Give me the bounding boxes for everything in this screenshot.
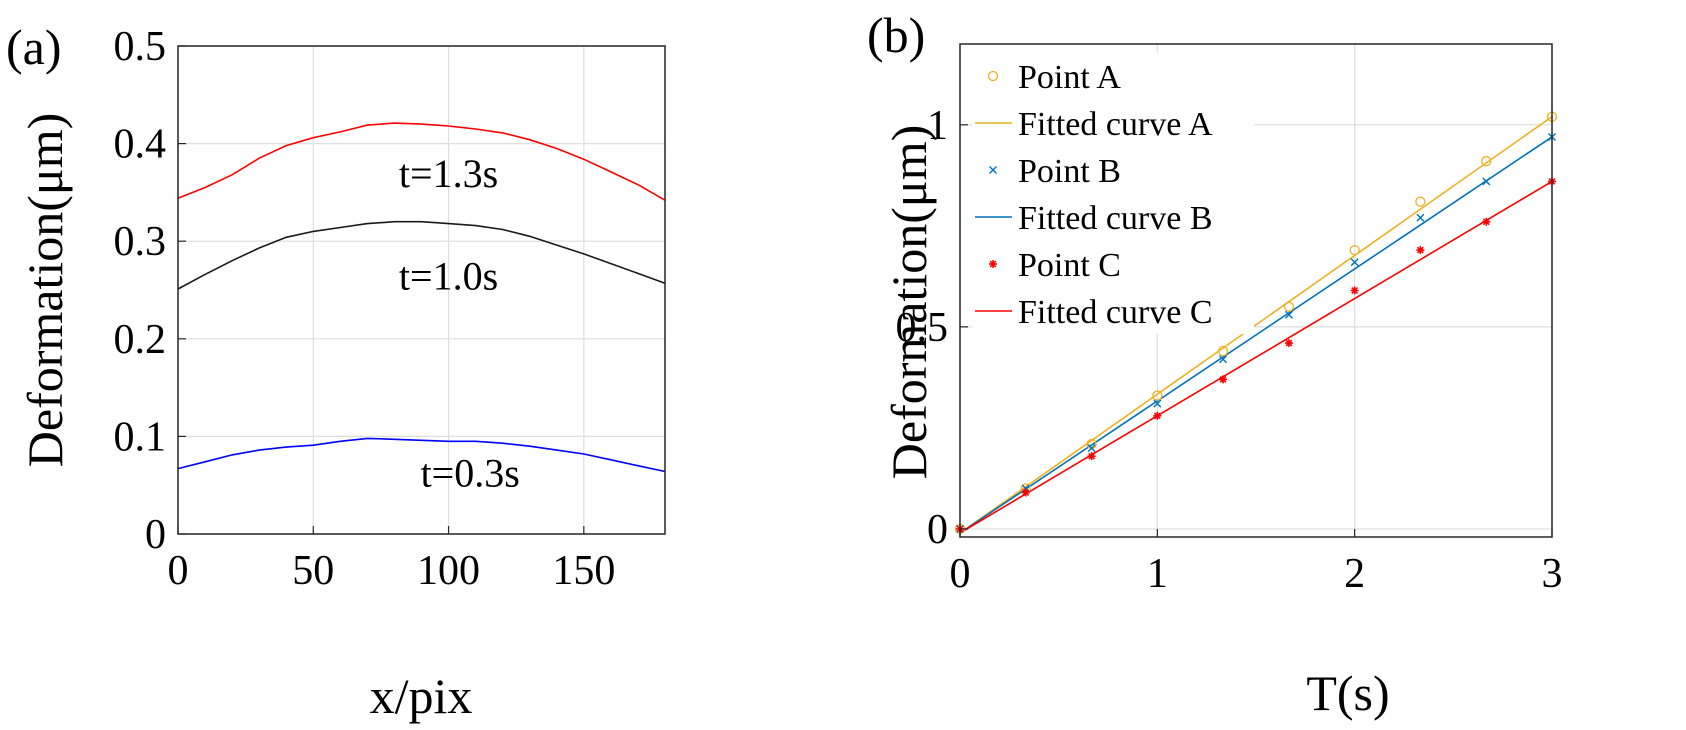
- series-annotation: t=1.0s: [399, 253, 498, 298]
- panel-a-x-axis-title: x/pix: [370, 668, 473, 724]
- panel-a-y-ticks: 0 0.1 0.2 0.3 0.4 0.5: [114, 24, 186, 558]
- y-tick-label: 0.3: [114, 219, 167, 265]
- panel-b-label: (b): [867, 7, 925, 63]
- legend-label: Point A: [1018, 59, 1121, 96]
- legend-label: Fitted curve A: [1018, 106, 1213, 143]
- y-tick-label: 0: [145, 512, 166, 558]
- x-tick-label: 0: [950, 551, 971, 597]
- y-tick-label: 0.5: [114, 24, 167, 70]
- data-point: [1152, 390, 1163, 401]
- panel-b-legend: Point A Fitted curve A Point B Fitted curve…: [972, 52, 1254, 334]
- legend-swatch: [987, 70, 999, 82]
- y-tick-label: 0.1: [114, 414, 167, 460]
- y-tick-label: 0.2: [114, 317, 167, 363]
- legend-label: Fitted curve C: [1018, 294, 1213, 331]
- legend-item: Fitted curve B: [975, 200, 1213, 237]
- panel-a: (a) 0 50 100 150 00.10.20.30.40.5 t=1.3st=1…: [6, 19, 666, 724]
- panel-a-annotations: t=1.3s t=1.0s t=0.3s: [399, 151, 520, 496]
- data-point: [1416, 246, 1425, 255]
- data-point: [1219, 375, 1228, 384]
- data-point: [1153, 399, 1162, 408]
- x-tick-label: 3: [1542, 551, 1563, 597]
- panel-b-y-ticks: 00.51: [896, 103, 968, 553]
- panel-b-series: [954, 111, 1558, 535]
- series-line: [177, 122, 666, 201]
- data-point: [1087, 452, 1096, 461]
- panel-a-label: (a): [6, 19, 62, 75]
- data-point: [1153, 411, 1162, 420]
- panel-b-x-axis-title: T(s): [1306, 665, 1389, 721]
- data-point: [1283, 301, 1295, 312]
- x-tick-label: 1: [1147, 551, 1168, 597]
- series-line: [177, 437, 666, 473]
- data-point: [1021, 488, 1030, 497]
- panel-a-x-ticks: 0 50 100 150: [168, 526, 615, 594]
- x-tick-label: 150: [552, 548, 615, 594]
- panel-a-y-axis-title: Deformation(μm): [17, 113, 73, 467]
- panel-a-plot-frame: [177, 45, 666, 535]
- data-point: [1284, 339, 1293, 348]
- series-annotation: t=0.3s: [421, 451, 520, 496]
- legend-box: [972, 52, 1254, 334]
- y-tick-label: 1: [927, 103, 948, 149]
- legend-label: Point B: [1018, 153, 1121, 190]
- data-point: [1482, 217, 1491, 226]
- data-point: [1349, 244, 1360, 256]
- fitted-line: [959, 136, 1553, 534]
- data-point: [1219, 355, 1228, 364]
- panel-b-plot-frame: [959, 43, 1553, 538]
- legend-item: Point A: [987, 59, 1121, 96]
- panel-b-y-axis-title: Deformation(μm): [881, 125, 937, 479]
- data-point: [1415, 196, 1426, 207]
- data-point: [1350, 286, 1359, 295]
- data-point: [1482, 177, 1491, 186]
- x-tick-label: 0: [168, 548, 189, 594]
- y-tick-label: 0.5: [896, 305, 949, 351]
- legend-item: Fitted curve C: [975, 294, 1213, 331]
- x-tick-label: 100: [417, 548, 480, 594]
- x-tick-label: 2: [1344, 551, 1365, 597]
- legend-item: Point B: [989, 153, 1121, 190]
- series-annotation: t=1.3s: [399, 151, 498, 196]
- x-tick-label: 50: [292, 548, 334, 594]
- legend-label: Fitted curve B: [1018, 200, 1213, 237]
- data-point: [1217, 345, 1229, 357]
- y-tick-label: 0.4: [114, 122, 167, 168]
- legend-swatch: [989, 166, 997, 174]
- series-line: [177, 220, 666, 290]
- legend-item: Fitted curve A: [975, 106, 1213, 143]
- panel-b-x-ticks: 0 1 2 3: [950, 529, 1563, 597]
- legend-label: Point C: [1018, 247, 1121, 284]
- fitted-line: [959, 180, 1553, 534]
- fitted-line: [959, 116, 1553, 534]
- y-tick-label: 0: [927, 507, 948, 553]
- data-point: [1284, 310, 1293, 319]
- data-point: [1481, 156, 1492, 167]
- data-point: [1087, 444, 1096, 453]
- data-point: [1350, 258, 1359, 267]
- data-point: [1416, 213, 1425, 222]
- panel-a-lines: [177, 122, 666, 473]
- legend-swatch: [989, 260, 997, 268]
- legend-item: Point C: [989, 247, 1121, 284]
